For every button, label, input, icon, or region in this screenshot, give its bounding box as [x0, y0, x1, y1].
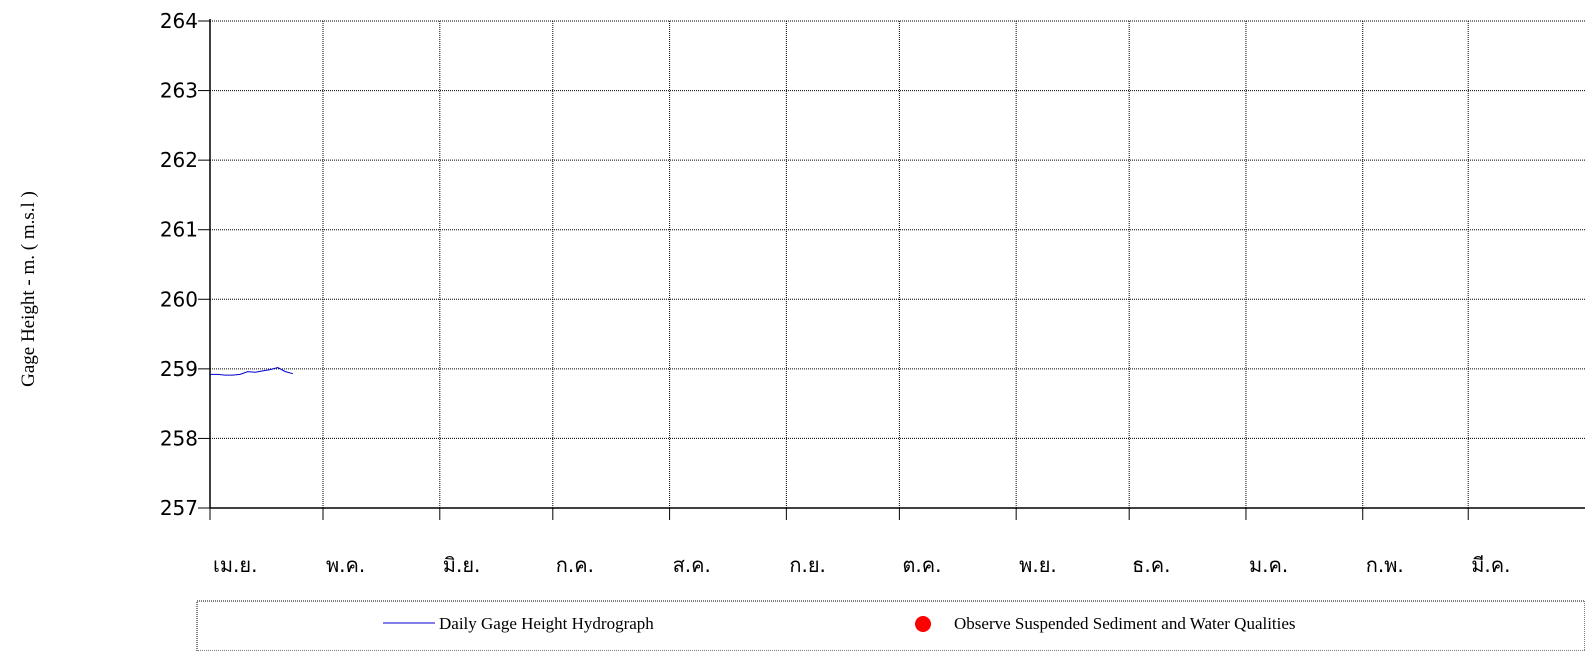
month-label: ส.ค. [673, 553, 711, 577]
hydrograph-line [210, 366, 294, 376]
month-label: มิ.ย. [443, 553, 481, 577]
legend-dot-swatch [915, 616, 931, 632]
axes [198, 19, 1585, 520]
y-tick-label: 264 [160, 9, 198, 33]
y-tick-label: 257 [160, 496, 198, 520]
y-tick-label: 258 [160, 426, 198, 450]
month-label: ธ.ค. [1132, 553, 1170, 577]
month-label: พ.ค. [326, 553, 365, 577]
legend-label-observation: Observe Suspended Sediment and Water Qua… [954, 614, 1296, 633]
month-labels: เม.ย. พ.ค. มิ.ย. ก.ค. ส.ค. ก.ย. ต.ค. พ.ย. ธ.ค. ม.… [213, 553, 1511, 577]
grid-lines [210, 20, 1585, 508]
month-label: ต.ค. [902, 553, 941, 577]
month-label: เม.ย. [213, 553, 257, 577]
month-label: ม.ค. [1249, 553, 1288, 577]
month-label: ก.พ. [1366, 553, 1404, 577]
y-tick-label: 262 [160, 148, 198, 172]
legend: Daily Gage Height Hydrograph Observe Sus… [196, 600, 1585, 651]
month-label: พ.ย. [1019, 553, 1057, 577]
y-tick-label: 260 [160, 287, 198, 311]
month-label: มี.ค. [1471, 553, 1510, 577]
legend-label-hydrograph: Daily Gage Height Hydrograph [439, 614, 654, 633]
month-label: ก.ค. [556, 553, 594, 577]
y-axis-label: Gage Height - m. ( m.s.l ) [18, 191, 39, 387]
legend-box [196, 600, 1585, 651]
series-lines [210, 366, 294, 376]
y-tick-label: 263 [160, 79, 198, 103]
y-tick-label: 259 [160, 357, 198, 381]
y-tick-label: 261 [160, 218, 198, 242]
y-tick-labels: 257 258 259 260 261 262 263 264 [160, 9, 198, 520]
month-label: ก.ย. [789, 553, 826, 577]
